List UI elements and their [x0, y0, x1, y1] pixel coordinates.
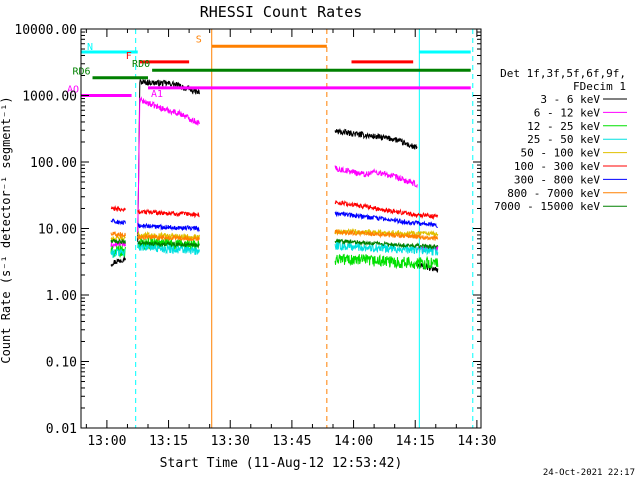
- y-tick-label-7: 0.01: [46, 422, 77, 437]
- legend-label-2: 6 - 12 keV: [534, 106, 601, 119]
- flag-label-f: F: [126, 51, 132, 62]
- flag-label-n: N: [87, 42, 93, 53]
- legend-header-line-2: FDecim 1: [573, 80, 626, 93]
- y-axis-label: Count Rate (s⁻¹ detector⁻¹ segment⁻¹): [0, 96, 13, 363]
- series-line-100-300-kev: [110, 200, 439, 221]
- series-line-800-7000-kev: [110, 229, 439, 242]
- y-tick-label-4: 10.00: [38, 223, 77, 238]
- flag-label-rd0: RD0: [132, 59, 150, 70]
- y-tick-label-1: 10000.00: [14, 23, 77, 38]
- x-tick-label-7: 14:30: [457, 434, 496, 449]
- flag-label-a1: A1: [151, 89, 163, 100]
- legend-label-3: 12 - 25 keV: [527, 120, 600, 133]
- x-tick-label-6: 14:15: [396, 434, 435, 449]
- x-tick-label-2: 13:15: [149, 434, 188, 449]
- legend-label-1: 3 - 6 keV: [540, 93, 600, 106]
- chart-title: RHESSI Count Rates: [200, 3, 363, 21]
- legend-label-7: 300 - 800 keV: [514, 173, 600, 186]
- x-tick-label-5: 14:00: [334, 434, 373, 449]
- x-axis-label: Start Time (11-Aug-12 12:53:42): [160, 456, 403, 471]
- legend-label-5: 50 - 100 keV: [521, 147, 601, 160]
- series-line-7000-15000-kev: [110, 238, 439, 250]
- legend: Det 1f,3f,5f,6f,9f, FDecim 1 3 - 6 keV6 …: [494, 67, 627, 213]
- flag-label-s: S: [196, 34, 202, 45]
- y-tick-label-5: 1.00: [46, 289, 77, 304]
- series-line-6-12-kev: [110, 96, 439, 253]
- series-line-25-50-kev: [110, 240, 439, 258]
- series-line-300-800-kev: [110, 210, 438, 233]
- legend-label-8: 800 - 7000 keV: [507, 187, 600, 200]
- flag-label-ao: AO: [67, 85, 79, 96]
- y-tick-label-6: 0.10: [46, 356, 77, 371]
- x-tick-label-1: 13:00: [87, 434, 126, 449]
- legend-label-4: 25 - 50 keV: [527, 133, 600, 146]
- y-tick-label-2: 1000.00: [22, 90, 77, 105]
- series-line-3-6-kev: [110, 78, 439, 273]
- x-tick-label-3: 13:30: [211, 434, 250, 449]
- generation-timestamp: 24-Oct-2021 22:17: [543, 468, 635, 478]
- series-line-12-25-kev: [110, 236, 439, 270]
- legend-header-line-1: Det 1f,3f,5f,6f,9f,: [500, 67, 626, 80]
- legend-label-9: 7000 - 15000 keV: [494, 200, 600, 213]
- y-tick-label-3: 100.00: [30, 156, 77, 171]
- legend-label-6: 100 - 300 keV: [514, 160, 600, 173]
- x-tick-label-4: 13:45: [272, 434, 311, 449]
